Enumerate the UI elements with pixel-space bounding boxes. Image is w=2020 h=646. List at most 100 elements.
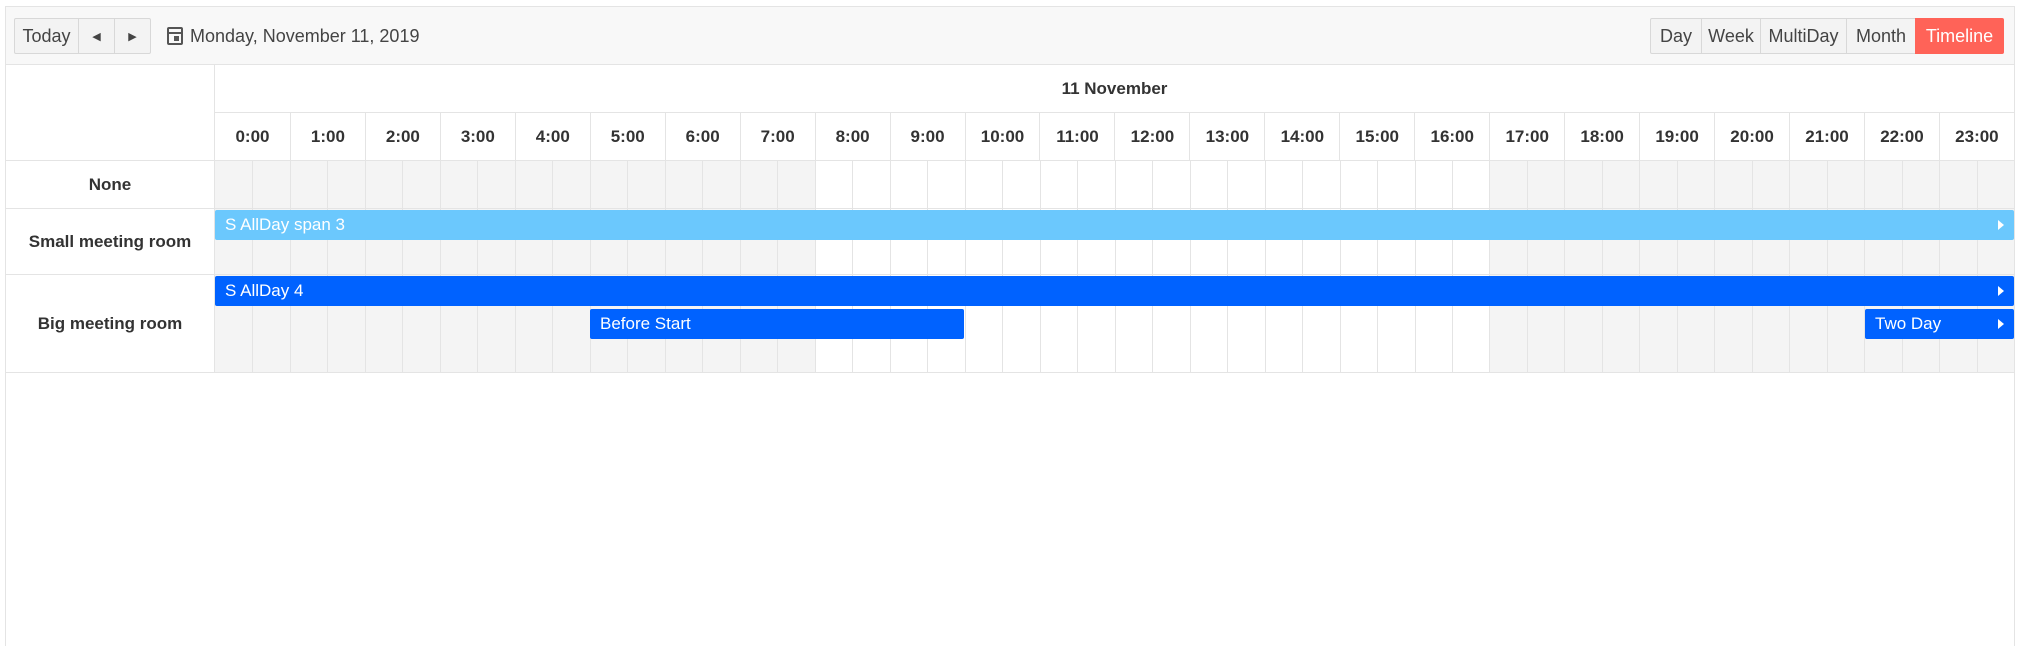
time-slot[interactable] xyxy=(1227,161,1265,208)
time-slot[interactable] xyxy=(364,161,403,208)
time-slot[interactable] xyxy=(1676,161,1715,208)
continues-right-icon xyxy=(1998,286,2004,296)
hour-header-cell: 18:00 xyxy=(1564,113,1639,160)
time-slot[interactable] xyxy=(1302,161,1340,208)
previous-button[interactable]: ◀ xyxy=(78,18,115,54)
time-slot[interactable] xyxy=(1751,161,1790,208)
hour-header-cell: 4:00 xyxy=(514,113,590,160)
time-slot[interactable] xyxy=(1339,161,1378,208)
view-timeline-button[interactable]: Timeline xyxy=(1915,18,2004,54)
hour-header-cell: 10:00 xyxy=(964,113,1040,160)
hour-header-cell: 17:00 xyxy=(1489,113,1564,160)
time-slot[interactable] xyxy=(1451,161,1490,208)
view-week-button[interactable]: Week xyxy=(1701,18,1761,54)
view-month-button[interactable]: Month xyxy=(1846,18,1916,54)
time-slot[interactable] xyxy=(1489,161,1527,208)
hour-header-cell: 14:00 xyxy=(1264,113,1339,160)
time-slot[interactable] xyxy=(215,161,253,208)
time-slot[interactable] xyxy=(1414,161,1452,208)
hour-header-cell: 7:00 xyxy=(739,113,815,160)
view-multiday-button[interactable]: MultiDay xyxy=(1760,18,1847,54)
hour-header-cell: 6:00 xyxy=(664,113,740,160)
time-slot[interactable] xyxy=(627,161,665,208)
hour-header-cell: 23:00 xyxy=(1938,113,2014,160)
triangle-right-icon: ▶ xyxy=(128,30,137,43)
time-slot[interactable] xyxy=(552,161,590,208)
time-slot[interactable] xyxy=(664,161,703,208)
hour-header-cell: 19:00 xyxy=(1639,113,1714,160)
time-slot[interactable] xyxy=(852,161,890,208)
continues-right-icon xyxy=(1998,319,2004,329)
today-button[interactable]: Today xyxy=(14,18,79,54)
continues-right-icon xyxy=(1998,220,2004,230)
time-slot[interactable] xyxy=(1114,161,1153,208)
time-slot[interactable] xyxy=(1564,161,1602,208)
time-slot[interactable] xyxy=(1264,161,1303,208)
time-slot[interactable] xyxy=(1826,161,1865,208)
hour-header-row: 0:00 1:00 2:00 3:00 4:00 5:00 6:00 7:00 8:00 9:00… xyxy=(215,113,2014,161)
scheduler-toolbar: Today ◀ ▶ Monday, November 11, 2019 Day … xyxy=(6,7,2014,65)
time-slot[interactable] xyxy=(1714,161,1752,208)
time-slot[interactable] xyxy=(1976,161,2015,208)
event-s-allday-4[interactable]: S AllDay 4 xyxy=(215,276,2014,306)
event-title: Before Start xyxy=(600,314,691,333)
hour-header-cell: 16:00 xyxy=(1414,113,1489,160)
view-switcher: Day Week MultiDay Month Timeline xyxy=(1650,18,2004,54)
resource-label-small-meeting-room: Small meeting room xyxy=(6,209,214,275)
hour-header-cell: 8:00 xyxy=(814,113,890,160)
triangle-left-icon: ◀ xyxy=(92,30,101,43)
hour-header-cell: 20:00 xyxy=(1714,113,1789,160)
time-slot[interactable] xyxy=(927,161,965,208)
time-slot[interactable] xyxy=(964,161,1003,208)
resource-header-corner xyxy=(6,65,214,161)
event-two-day[interactable]: Two Day xyxy=(1865,309,2014,339)
time-slot[interactable] xyxy=(589,161,628,208)
next-button[interactable]: ▶ xyxy=(114,18,151,54)
time-slot[interactable] xyxy=(1152,161,1190,208)
hour-header-cell: 9:00 xyxy=(889,113,965,160)
time-slot[interactable] xyxy=(1639,161,1677,208)
lane-none xyxy=(215,161,2015,209)
time-slot[interactable] xyxy=(814,161,853,208)
event-before-start[interactable]: Before Start xyxy=(590,309,964,339)
event-s-allday-span-3[interactable]: S AllDay span 3 xyxy=(215,210,2014,240)
time-slot[interactable] xyxy=(889,161,928,208)
hour-header-cell: 11:00 xyxy=(1039,113,1114,160)
time-slot[interactable] xyxy=(1189,161,1228,208)
event-title: S AllDay 4 xyxy=(225,281,304,300)
time-slot[interactable] xyxy=(739,161,778,208)
time-slot[interactable] xyxy=(289,161,328,208)
hour-header-cell: 13:00 xyxy=(1189,113,1264,160)
time-slot[interactable] xyxy=(702,161,740,208)
time-slot[interactable] xyxy=(1039,161,1078,208)
time-slot[interactable] xyxy=(1864,161,1902,208)
event-title: S AllDay span 3 xyxy=(225,215,346,234)
time-slot[interactable] xyxy=(252,161,290,208)
date-picker[interactable]: Monday, November 11, 2019 xyxy=(167,18,419,54)
date-header: 11 November xyxy=(215,65,2014,113)
time-slot[interactable] xyxy=(1077,161,1115,208)
time-slot[interactable] xyxy=(477,161,515,208)
hour-header-cell: 15:00 xyxy=(1339,113,1414,160)
time-slot[interactable] xyxy=(1789,161,1827,208)
resource-label-big-meeting-room: Big meeting room xyxy=(6,275,214,373)
current-date-label: Monday, November 11, 2019 xyxy=(190,25,420,46)
hour-header-cell: 21:00 xyxy=(1789,113,1864,160)
time-slot[interactable] xyxy=(777,161,815,208)
time-slot[interactable] xyxy=(1002,161,1040,208)
time-slot[interactable] xyxy=(1939,161,1977,208)
calendar-icon xyxy=(167,27,183,45)
time-slot[interactable] xyxy=(1377,161,1415,208)
time-slot[interactable] xyxy=(514,161,553,208)
time-slot[interactable] xyxy=(327,161,365,208)
time-slot[interactable] xyxy=(1601,161,1640,208)
time-slot[interactable] xyxy=(1526,161,1565,208)
resource-column: None Small meeting room Big meeting room xyxy=(6,65,215,373)
view-day-button[interactable]: Day xyxy=(1650,18,1702,54)
time-slot[interactable] xyxy=(402,161,440,208)
hour-header-cell: 0:00 xyxy=(235,126,270,146)
hour-header-cell: 1:00 xyxy=(289,113,365,160)
time-slot[interactable] xyxy=(439,161,478,208)
time-slot[interactable] xyxy=(1901,161,1940,208)
hour-header-cell: 12:00 xyxy=(1114,113,1189,160)
